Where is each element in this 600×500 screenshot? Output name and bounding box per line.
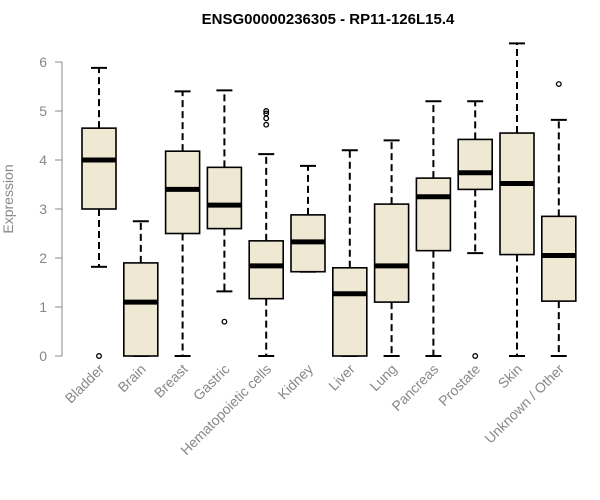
x-tick-label: Kidney [275, 361, 317, 403]
box-iqr [206, 166, 243, 230]
chart-title: ENSG00000236305 - RP11-126L15.4 [202, 11, 455, 28]
y-tick-label: 3 [39, 201, 47, 217]
box-brain [123, 220, 159, 357]
y-tick-label: 1 [39, 299, 47, 315]
box-bladder [81, 66, 117, 359]
outlier-point [96, 353, 102, 359]
outlier-point [221, 318, 228, 325]
y-axis-label: Expression [0, 164, 16, 233]
x-tick-label: Breast [151, 361, 191, 401]
box-iqr [457, 138, 494, 191]
outlier-point [263, 108, 270, 114]
box-iqr [499, 132, 535, 256]
box-breast [164, 90, 201, 357]
box-gastric [206, 89, 243, 325]
y-tick-label: 2 [39, 250, 47, 266]
x-tick-label: Prostate [435, 361, 483, 409]
box-iqr [331, 266, 368, 357]
x-tick-label: Skin [495, 361, 526, 392]
box-prostate [457, 100, 494, 359]
box-liver [331, 149, 368, 357]
outlier-point [263, 115, 270, 122]
box-iqr [415, 177, 452, 252]
y-tick-label: 4 [39, 152, 47, 168]
y-tick-label: 5 [39, 103, 47, 119]
box-iqr [164, 150, 201, 235]
outlier-point [555, 81, 562, 87]
y-tick-label: 6 [39, 54, 47, 70]
outlier-point [263, 121, 270, 128]
box-lung [373, 139, 410, 357]
box-iqr [248, 240, 284, 300]
box-skin [499, 42, 535, 357]
box-unknown-other [540, 81, 577, 357]
y-tick-label: 0 [39, 348, 47, 364]
x-tick-label: Unknown / Other [481, 361, 567, 447]
x-tick-label: Bladder [62, 361, 108, 407]
box-pancreas [415, 100, 452, 357]
x-tick-label: Brain [114, 361, 148, 395]
box-iqr [373, 203, 410, 303]
box-kidney [290, 164, 326, 273]
y-axis-ticks: 0 1 2 3 4 5 6 [39, 54, 62, 364]
box-hematopoietic-cells [248, 108, 284, 357]
box-series [81, 42, 577, 359]
x-tick-label: Liver [325, 361, 358, 394]
x-tick-label: Lung [366, 361, 399, 394]
box-iqr [123, 262, 159, 357]
box-iqr [540, 215, 577, 302]
outlier-point [263, 110, 270, 117]
box-iqr [81, 127, 117, 210]
outlier-point [472, 353, 479, 359]
